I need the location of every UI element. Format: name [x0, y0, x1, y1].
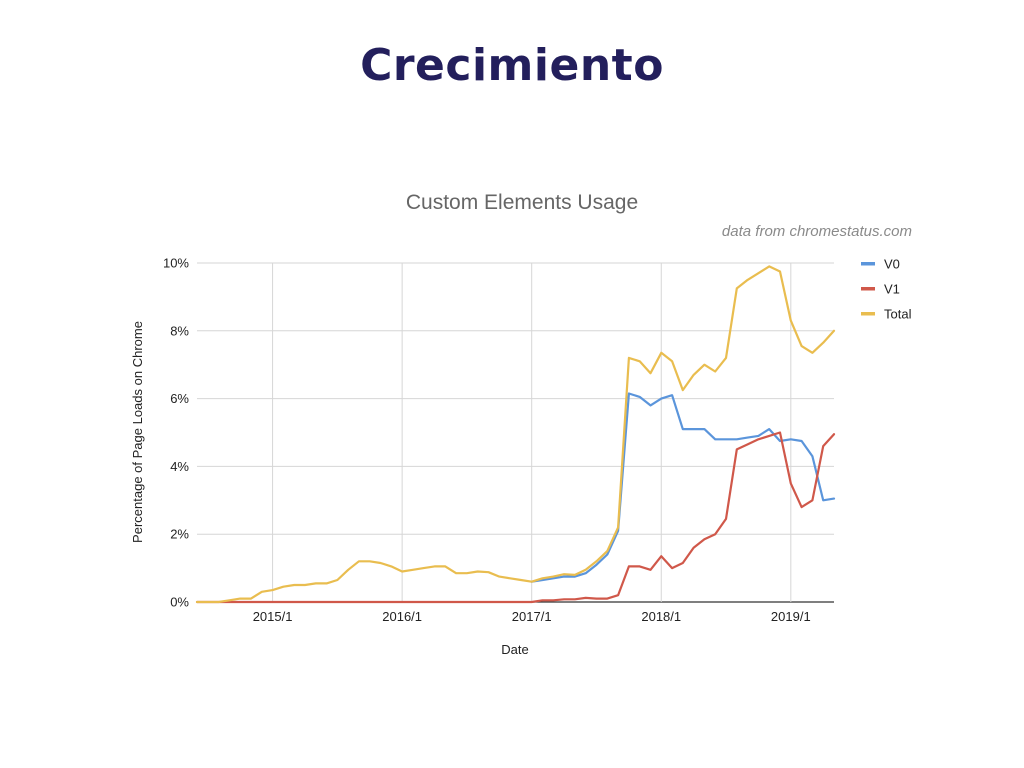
y-tick-label: 10% — [163, 256, 189, 271]
series-line-v0 — [530, 392, 836, 583]
chart-source-note: data from chromestatus.com — [722, 223, 912, 240]
axis-ticks: 0% 2% 4% 6% 8% 10% 2015/1 2016/1 2017/1 2018/1 201… — [163, 256, 811, 625]
chart-title: Custom Elements Usage — [406, 191, 638, 214]
series-line-v1 — [195, 431, 836, 604]
x-tick-label: 2018/1 — [641, 609, 681, 624]
series-line-total — [195, 265, 836, 604]
x-tick-label: 2015/1 — [253, 609, 293, 624]
slide-title: Crecimiento — [360, 40, 664, 91]
y-tick-label: 6% — [170, 391, 189, 406]
x-tick-label: 2016/1 — [382, 609, 422, 624]
legend-label-v0: V0 — [884, 257, 900, 272]
y-tick-label: 2% — [170, 527, 189, 542]
legend-label-v1: V1 — [884, 282, 900, 297]
y-tick-label: 0% — [170, 595, 189, 610]
series-lines — [195, 265, 836, 604]
y-tick-label: 8% — [170, 323, 189, 338]
y-axis-label: Percentage of Page Loads on Chrome — [130, 321, 145, 543]
x-tick-label: 2017/1 — [512, 609, 552, 624]
x-tick-label: 2019/1 — [771, 609, 811, 624]
legend-swatch-v0 — [861, 262, 875, 266]
legend-swatch-v1 — [861, 287, 875, 291]
y-tick-label: 4% — [170, 459, 189, 474]
legend: V0 V1 Total — [861, 257, 912, 322]
legend-label-total: Total — [884, 307, 912, 322]
legend-swatch-total — [861, 312, 875, 316]
x-axis-label: Date — [501, 642, 528, 657]
grid — [197, 262, 834, 603]
